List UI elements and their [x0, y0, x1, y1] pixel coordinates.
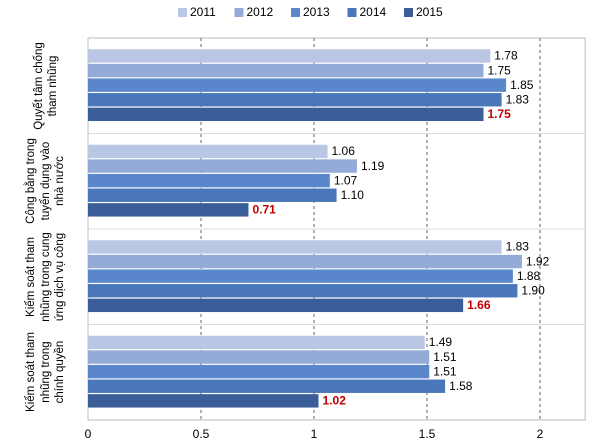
x-tick-label: 1.5: [419, 427, 436, 441]
bar: [88, 93, 502, 107]
bar: [88, 335, 425, 350]
value-label: 1.85: [510, 78, 534, 92]
category-label: Công bằng trong tuyển dụng vào nhà nước: [25, 138, 67, 225]
bar: [88, 78, 507, 92]
bar: [88, 144, 328, 159]
bar: [88, 203, 249, 217]
value-label: 1.78: [494, 49, 518, 63]
value-label: 1.83: [506, 93, 530, 107]
value-label: 1.75: [488, 107, 512, 121]
value-label: 1.49: [429, 335, 453, 349]
legend-label: 2013: [303, 5, 330, 19]
value-label: 1.90: [521, 284, 545, 298]
legend-label: 2011: [190, 5, 216, 19]
category-label: Kiểm soát tham nhũng trong chính quyền: [25, 332, 67, 413]
bar: [88, 173, 330, 188]
value-label: 1.75: [488, 63, 512, 77]
value-label: 1.07: [334, 173, 358, 187]
bar: [88, 240, 502, 254]
bar: [88, 107, 484, 122]
value-label: 0.71: [252, 203, 276, 217]
bar: [88, 254, 522, 269]
x-tick-label: 0.5: [193, 427, 210, 441]
category-label: Quyết tâm chống tham nhũng: [32, 41, 59, 130]
value-label: 1.58: [449, 379, 473, 393]
x-tick-label: 2: [537, 427, 544, 441]
legend-swatch: [291, 8, 300, 17]
legend-label: 2012: [247, 5, 274, 19]
value-label: 1.19: [361, 159, 385, 173]
bar: [88, 188, 337, 202]
bar: [88, 298, 464, 313]
value-label: 1.92: [526, 254, 550, 268]
value-label: 1.51: [433, 350, 457, 364]
value-label: 1.51: [433, 364, 457, 378]
value-label: 1.83: [506, 240, 530, 254]
bar: [88, 269, 513, 283]
legend-swatch: [178, 8, 187, 17]
legend-label: 2015: [416, 5, 443, 19]
value-label: 1.88: [517, 269, 541, 283]
bar: [88, 284, 518, 298]
x-tick-label: 1: [311, 427, 318, 441]
bar: [88, 63, 484, 78]
bar: [88, 394, 319, 408]
value-label: 1.66: [467, 298, 491, 312]
x-tick-label: 0: [85, 427, 92, 441]
bar: [88, 350, 430, 364]
category-label: Kiểm soát tham nhũng trong cung ứng dịch…: [25, 231, 67, 322]
value-label: 1.02: [323, 394, 347, 408]
legend-swatch: [234, 8, 244, 17]
bar: [88, 159, 357, 173]
legend-label: 2014: [360, 5, 387, 19]
bar: [88, 49, 491, 63]
legend-swatch: [404, 8, 413, 17]
legend-swatch: [347, 8, 357, 17]
value-label: 1.10: [341, 188, 365, 202]
value-label: 1.06: [332, 144, 356, 158]
bar: [88, 379, 446, 393]
bar: [88, 364, 430, 379]
